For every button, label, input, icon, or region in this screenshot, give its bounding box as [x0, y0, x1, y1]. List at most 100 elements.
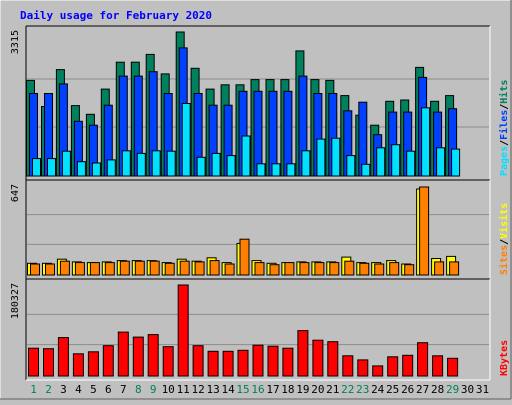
bar-kbytes-day-20: [312, 339, 324, 377]
bar-kbytes-day-7: [117, 331, 129, 377]
bar-files-day-18: [283, 90, 293, 177]
x-label-day-3: 3: [60, 383, 67, 396]
bar-pages-day-14: [226, 155, 236, 177]
bar-sites-day-9: [149, 260, 160, 276]
bar-sites-day-18: [284, 262, 295, 276]
x-label-day-26: 26: [401, 383, 414, 396]
x-label-day-1: 1: [30, 383, 37, 396]
bar-sites-day-13: [209, 260, 220, 276]
bar-sites-day-20: [314, 262, 325, 276]
bar-pages-day-16: [256, 163, 266, 177]
legend-files: Files: [498, 110, 510, 140]
bar-pages-day-11: [181, 103, 191, 177]
x-label-day-8: 8: [135, 383, 142, 396]
x-label-day-5: 5: [90, 383, 97, 396]
bar-pages-day-12: [196, 156, 206, 177]
bar-pages-day-29: [451, 148, 461, 177]
bar-kbytes-day-23: [357, 359, 369, 377]
bar-kbytes-day-27: [417, 342, 429, 377]
x-label-day-16: 16: [251, 383, 264, 396]
bar-pages-day-18: [286, 163, 296, 177]
panel-kbytes: 180327 KBytes: [10, 278, 510, 381]
bar-kbytes-day-8: [132, 336, 144, 377]
bar-sites-day-14: [224, 263, 235, 276]
bar-kbytes-day-29: [447, 357, 459, 377]
x-label-day-19: 19: [296, 383, 309, 396]
bar-sites-day-6: [104, 262, 115, 276]
bar-sites-day-17: [269, 264, 280, 276]
bar-pages-day-17: [271, 163, 281, 177]
legend-separator: /: [499, 104, 510, 110]
y-max-label: 647: [10, 184, 21, 202]
bar-pages-day-24: [376, 147, 386, 177]
bar-kbytes-day-24: [372, 365, 384, 377]
bar-kbytes-day-28: [432, 355, 444, 377]
x-label-day-4: 4: [75, 383, 82, 396]
bar-kbytes-day-12: [192, 345, 204, 377]
bar-pages-day-6: [106, 159, 116, 177]
bar-kbytes-day-18: [282, 347, 294, 377]
bar-sites-day-25: [389, 262, 400, 276]
bar-files-day-16: [253, 90, 263, 177]
bar-sites-day-3: [59, 260, 70, 276]
bar-pages-day-21: [331, 137, 341, 177]
bar-pages-day-1: [32, 158, 41, 177]
x-label-day-31: 31: [476, 383, 489, 396]
bar-sites-day-15: [239, 238, 250, 276]
x-label-day-25: 25: [386, 383, 399, 396]
legend-sites: Sites: [498, 245, 510, 275]
x-label-day-7: 7: [120, 383, 127, 396]
bar-kbytes-day-4: [72, 353, 84, 377]
x-label-day-14: 14: [221, 383, 235, 396]
y-max-label: 3315: [10, 30, 21, 54]
bar-pages-day-28: [436, 147, 446, 177]
bar-pages-day-4: [76, 161, 86, 177]
legend-separator: /: [499, 239, 510, 245]
bar-sites-day-5: [89, 262, 100, 276]
legend-hits: Hits: [498, 80, 510, 104]
bar-sites-day-7: [119, 260, 130, 276]
bar-files-day-17: [268, 90, 278, 177]
bar-pages-day-15: [241, 135, 251, 177]
bar-sites-day-28: [434, 261, 445, 276]
bar-sites-day-4: [74, 262, 85, 276]
bar-sites-day-19: [299, 262, 310, 276]
bar-pages-day-13: [211, 152, 221, 177]
x-label-day-23: 23: [356, 383, 369, 396]
bar-pages-day-7: [121, 150, 131, 177]
bar-sites-day-24: [374, 263, 385, 276]
chart-panels: 3315Pages/Files/Hits647Sites/Visits18032…: [10, 25, 510, 381]
bar-kbytes-day-17: [267, 345, 279, 377]
x-label-day-27: 27: [416, 383, 429, 396]
legend-visits-sites: Sites/Visits: [498, 203, 510, 275]
panel-visits-sites: 647 Sites/Visits: [10, 179, 510, 280]
bar-kbytes-day-25: [387, 356, 399, 377]
x-label-day-15: 15: [236, 383, 249, 396]
x-label-day-20: 20: [311, 383, 324, 396]
bar-sites-day-23: [359, 262, 370, 276]
bar-pages-day-19: [301, 150, 311, 177]
x-label-day-22: 22: [341, 383, 354, 396]
legend-kbytes: KBytes: [499, 340, 510, 376]
bar-kbytes-day-19: [297, 330, 309, 377]
bar-sites-day-2: [45, 263, 55, 276]
bar-pages-day-10: [166, 150, 176, 177]
legend-pages: Pages: [499, 146, 510, 176]
bar-kbytes-day-11: [177, 284, 189, 377]
x-label-day-17: 17: [266, 383, 279, 396]
bar-kbytes-day-1: [28, 347, 39, 377]
x-label-day-10: 10: [162, 383, 175, 396]
bar-kbytes-day-2: [43, 348, 54, 377]
bar-pages-day-2: [47, 158, 56, 177]
bar-kbytes-day-26: [402, 354, 414, 377]
x-label-day-12: 12: [191, 383, 204, 396]
bar-kbytes-day-14: [222, 350, 234, 377]
bar-kbytes-day-22: [342, 355, 354, 377]
legend-kbytes: KBytes: [499, 340, 510, 376]
bar-pages-day-3: [61, 150, 71, 177]
x-label-day-6: 6: [105, 383, 112, 396]
bar-sites-day-12: [194, 261, 205, 276]
